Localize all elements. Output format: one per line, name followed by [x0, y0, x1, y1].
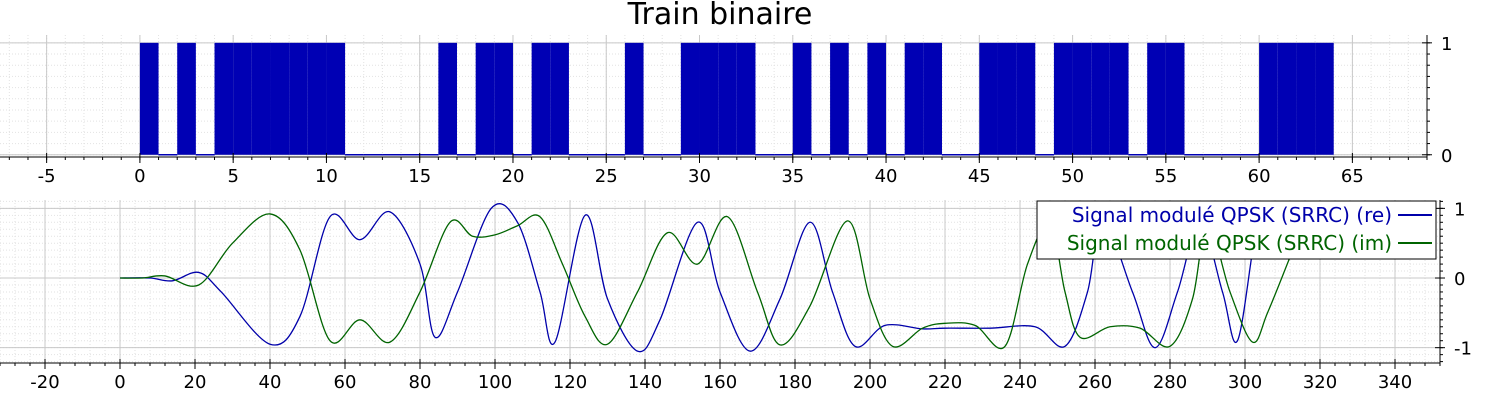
bit-bar [270, 42, 290, 155]
bit-train-x-tick-label: 15 [408, 166, 431, 187]
qpsk-x-tick-label: 20 [184, 372, 207, 393]
qpsk-axes: -20 0 20 40 60 80 100 120 140 160 180 200 220 240 260 2… [0, 199, 1472, 393]
qpsk-x-tick-label: 200 [853, 372, 887, 393]
bit-bar [792, 42, 812, 155]
bit-train-x-tick-label: -5 [38, 166, 56, 187]
bit-bar [326, 42, 346, 155]
bit-train-x-tick-label: 25 [595, 166, 618, 187]
bit-train-y-tick-label: 0 [1441, 146, 1452, 167]
bit-bar [979, 42, 998, 155]
bit-bar [736, 42, 756, 155]
bit-bar [1016, 42, 1036, 155]
bit-train-x-tick-label: 30 [688, 166, 711, 187]
qpsk-x-tick-label: 340 [1378, 372, 1412, 393]
bit-bar [1259, 42, 1278, 155]
qpsk-x-tick-label: 240 [1003, 372, 1037, 393]
bit-bar [289, 42, 308, 155]
qpsk-x-tick-label: 160 [703, 372, 737, 393]
series-line-im [119, 213, 1291, 350]
legend: Signal modulé QPSK (SRRC) (re) Signal mo… [1036, 200, 1437, 260]
qpsk-x-tick-label: 300 [1228, 372, 1262, 393]
bit-bar [251, 42, 271, 155]
bit-bar [1147, 42, 1166, 155]
qpsk-y-tick-label: -1 [1454, 339, 1472, 360]
legend-box [1036, 200, 1437, 260]
qpsk-x-tick-label: 120 [553, 372, 587, 393]
qpsk-x-tick-label: 220 [928, 372, 962, 393]
qpsk-x-tick-label: 260 [1078, 372, 1112, 393]
bit-bar [1165, 42, 1185, 155]
bit-train-x-tick-label: 35 [781, 166, 804, 187]
qpsk-series-lines [119, 203, 1291, 353]
bit-bar [438, 42, 458, 155]
qpsk-x-tick-label: 100 [478, 372, 512, 393]
series-line-re [119, 203, 1269, 353]
bit-bar [904, 42, 924, 155]
bit-bar [494, 42, 513, 155]
bit-bar [830, 42, 849, 155]
qpsk-y-tick-label: 1 [1454, 199, 1465, 220]
bit-bar [475, 42, 495, 155]
qpsk-x-tick-label: 80 [409, 372, 432, 393]
bit-train-bars [139, 42, 1334, 156]
bit-train-x-tick-label: 55 [1154, 166, 1177, 187]
bit-train-x-tick-label: 5 [227, 166, 238, 187]
bit-bar [1277, 42, 1297, 155]
bit-train-x-tick-label: 60 [1248, 166, 1271, 187]
qpsk-y-tick-label: 0 [1454, 269, 1465, 290]
bit-bar [550, 42, 569, 155]
bit-train-x-tick-label: 45 [968, 166, 991, 187]
qpsk-x-tick-label: -20 [30, 372, 59, 393]
bit-bar [867, 42, 887, 155]
bit-bar [718, 42, 737, 155]
bit-bar [1072, 42, 1092, 155]
bit-train-x-tick-label: 0 [134, 166, 145, 187]
bit-bar [680, 42, 700, 155]
bit-bar [139, 42, 159, 155]
bit-bar [214, 42, 234, 155]
bit-train-y-tick-label: 1 [1441, 34, 1452, 55]
bit-train-x-tick-label: 20 [502, 166, 525, 187]
bit-bar [1315, 42, 1334, 155]
qpsk-x-tick-label: 140 [628, 372, 662, 393]
bit-bar [307, 42, 327, 155]
bit-train-chart: Train binaire -5 0 5 10 15 20 25 30 35 40 45 50 55 60… [0, 0, 1452, 187]
bit-bar [233, 42, 252, 155]
qpsk-x-tick-label: 0 [114, 372, 125, 393]
qpsk-x-tick-label: 180 [778, 372, 812, 393]
bit-bar [177, 42, 196, 155]
qpsk-x-tick-label: 320 [1303, 372, 1337, 393]
bit-bar [923, 42, 943, 155]
legend-label-re: Signal modulé QPSK (SRRC) (re) [1072, 203, 1392, 227]
bit-train-x-tick-label: 40 [875, 166, 898, 187]
qpsk-signal-chart: -20 0 20 40 60 80 100 120 140 160 180 200 220 240 260 2… [0, 199, 1472, 393]
legend-label-im: Signal modulé QPSK (SRRC) (im) [1067, 231, 1392, 255]
bit-train-x-tick-label: 65 [1341, 166, 1364, 187]
bit-bar [1296, 42, 1316, 155]
bit-train-x-tick-label: 10 [315, 166, 338, 187]
bit-bar [531, 42, 551, 155]
bit-train-axes: -5 0 5 10 15 20 25 30 35 40 45 50 55 60 65 0 1 [0, 34, 1452, 187]
bit-bar [1053, 42, 1073, 155]
qpsk-x-tick-label: 60 [334, 372, 357, 393]
bit-bar [1091, 42, 1110, 155]
bit-train-x-tick-label: 50 [1061, 166, 1084, 187]
bit-bar [997, 42, 1017, 155]
bit-bar [699, 42, 719, 155]
bit-bar [624, 42, 644, 155]
bit-bar [1109, 42, 1129, 155]
qpsk-x-tick-label: 280 [1153, 372, 1187, 393]
chart-title: Train binaire [627, 0, 813, 32]
qpsk-x-tick-label: 40 [259, 372, 282, 393]
